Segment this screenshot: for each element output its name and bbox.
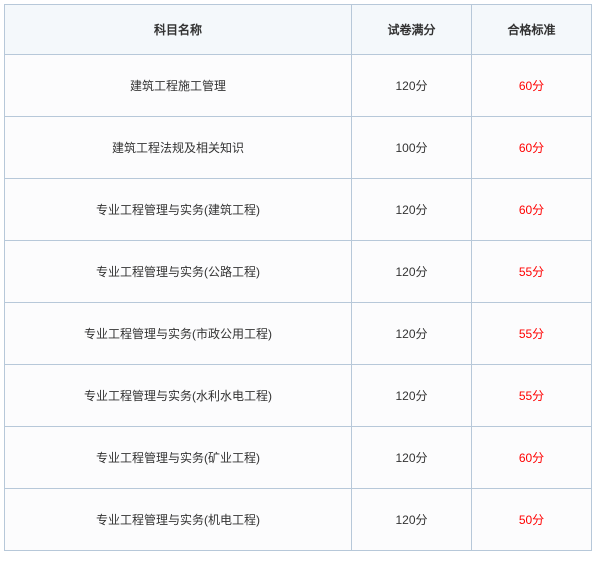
table-row: 建筑工程施工管理 120分 60分 [5,55,592,117]
table-row: 专业工程管理与实务(水利水电工程) 120分 55分 [5,365,592,427]
cell-subject: 专业工程管理与实务(市政公用工程) [5,303,352,365]
cell-subject: 专业工程管理与实务(建筑工程) [5,179,352,241]
cell-full: 120分 [352,365,472,427]
header-full: 试卷满分 [352,5,472,55]
cell-full: 120分 [352,427,472,489]
table-row: 专业工程管理与实务(机电工程) 120分 50分 [5,489,592,551]
cell-full: 120分 [352,179,472,241]
cell-subject: 建筑工程施工管理 [5,55,352,117]
cell-pass: 55分 [472,241,592,303]
table-row: 专业工程管理与实务(市政公用工程) 120分 55分 [5,303,592,365]
header-pass: 合格标准 [472,5,592,55]
table-row: 建筑工程法规及相关知识 100分 60分 [5,117,592,179]
cell-pass: 55分 [472,365,592,427]
cell-pass: 60分 [472,427,592,489]
cell-pass: 60分 [472,117,592,179]
header-subject: 科目名称 [5,5,352,55]
score-table: 科目名称 试卷满分 合格标准 建筑工程施工管理 120分 60分 建筑工程法规及… [4,4,592,551]
cell-subject: 专业工程管理与实务(矿业工程) [5,427,352,489]
cell-full: 120分 [352,489,472,551]
cell-subject: 建筑工程法规及相关知识 [5,117,352,179]
table-body: 建筑工程施工管理 120分 60分 建筑工程法规及相关知识 100分 60分 专… [5,55,592,551]
table-row: 专业工程管理与实务(矿业工程) 120分 60分 [5,427,592,489]
cell-subject: 专业工程管理与实务(水利水电工程) [5,365,352,427]
cell-pass: 55分 [472,303,592,365]
cell-pass: 50分 [472,489,592,551]
table-row: 专业工程管理与实务(建筑工程) 120分 60分 [5,179,592,241]
cell-full: 120分 [352,303,472,365]
cell-subject: 专业工程管理与实务(机电工程) [5,489,352,551]
cell-pass: 60分 [472,179,592,241]
table-row: 专业工程管理与实务(公路工程) 120分 55分 [5,241,592,303]
table-header-row: 科目名称 试卷满分 合格标准 [5,5,592,55]
cell-full: 120分 [352,241,472,303]
cell-full: 120分 [352,55,472,117]
cell-pass: 60分 [472,55,592,117]
cell-subject: 专业工程管理与实务(公路工程) [5,241,352,303]
cell-full: 100分 [352,117,472,179]
